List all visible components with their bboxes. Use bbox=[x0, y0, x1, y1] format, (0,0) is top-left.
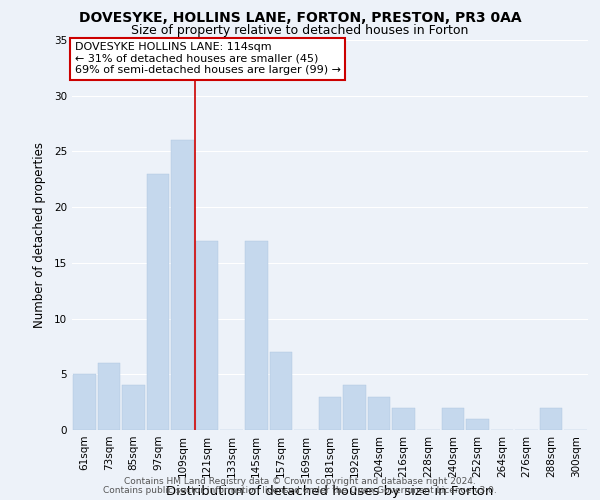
Text: Size of property relative to detached houses in Forton: Size of property relative to detached ho… bbox=[131, 24, 469, 37]
Bar bbox=[319, 396, 341, 430]
Text: Contains public sector information licensed under the Open Government Licence v3: Contains public sector information licen… bbox=[103, 486, 497, 495]
Bar bbox=[122, 386, 145, 430]
Bar bbox=[269, 352, 292, 430]
Bar bbox=[392, 408, 415, 430]
Bar bbox=[368, 396, 391, 430]
Bar bbox=[146, 174, 169, 430]
X-axis label: Distribution of detached houses by size in Forton: Distribution of detached houses by size … bbox=[166, 486, 494, 498]
Text: DOVESYKE HOLLINS LANE: 114sqm
← 31% of detached houses are smaller (45)
69% of s: DOVESYKE HOLLINS LANE: 114sqm ← 31% of d… bbox=[74, 42, 341, 75]
Y-axis label: Number of detached properties: Number of detached properties bbox=[32, 142, 46, 328]
Bar bbox=[98, 363, 120, 430]
Bar bbox=[442, 408, 464, 430]
Bar bbox=[73, 374, 95, 430]
Text: Contains HM Land Registry data © Crown copyright and database right 2024.: Contains HM Land Registry data © Crown c… bbox=[124, 477, 476, 486]
Bar bbox=[196, 240, 218, 430]
Bar bbox=[343, 386, 366, 430]
Bar bbox=[540, 408, 562, 430]
Text: DOVESYKE, HOLLINS LANE, FORTON, PRESTON, PR3 0AA: DOVESYKE, HOLLINS LANE, FORTON, PRESTON,… bbox=[79, 11, 521, 25]
Bar bbox=[245, 240, 268, 430]
Bar bbox=[171, 140, 194, 430]
Bar bbox=[466, 419, 489, 430]
